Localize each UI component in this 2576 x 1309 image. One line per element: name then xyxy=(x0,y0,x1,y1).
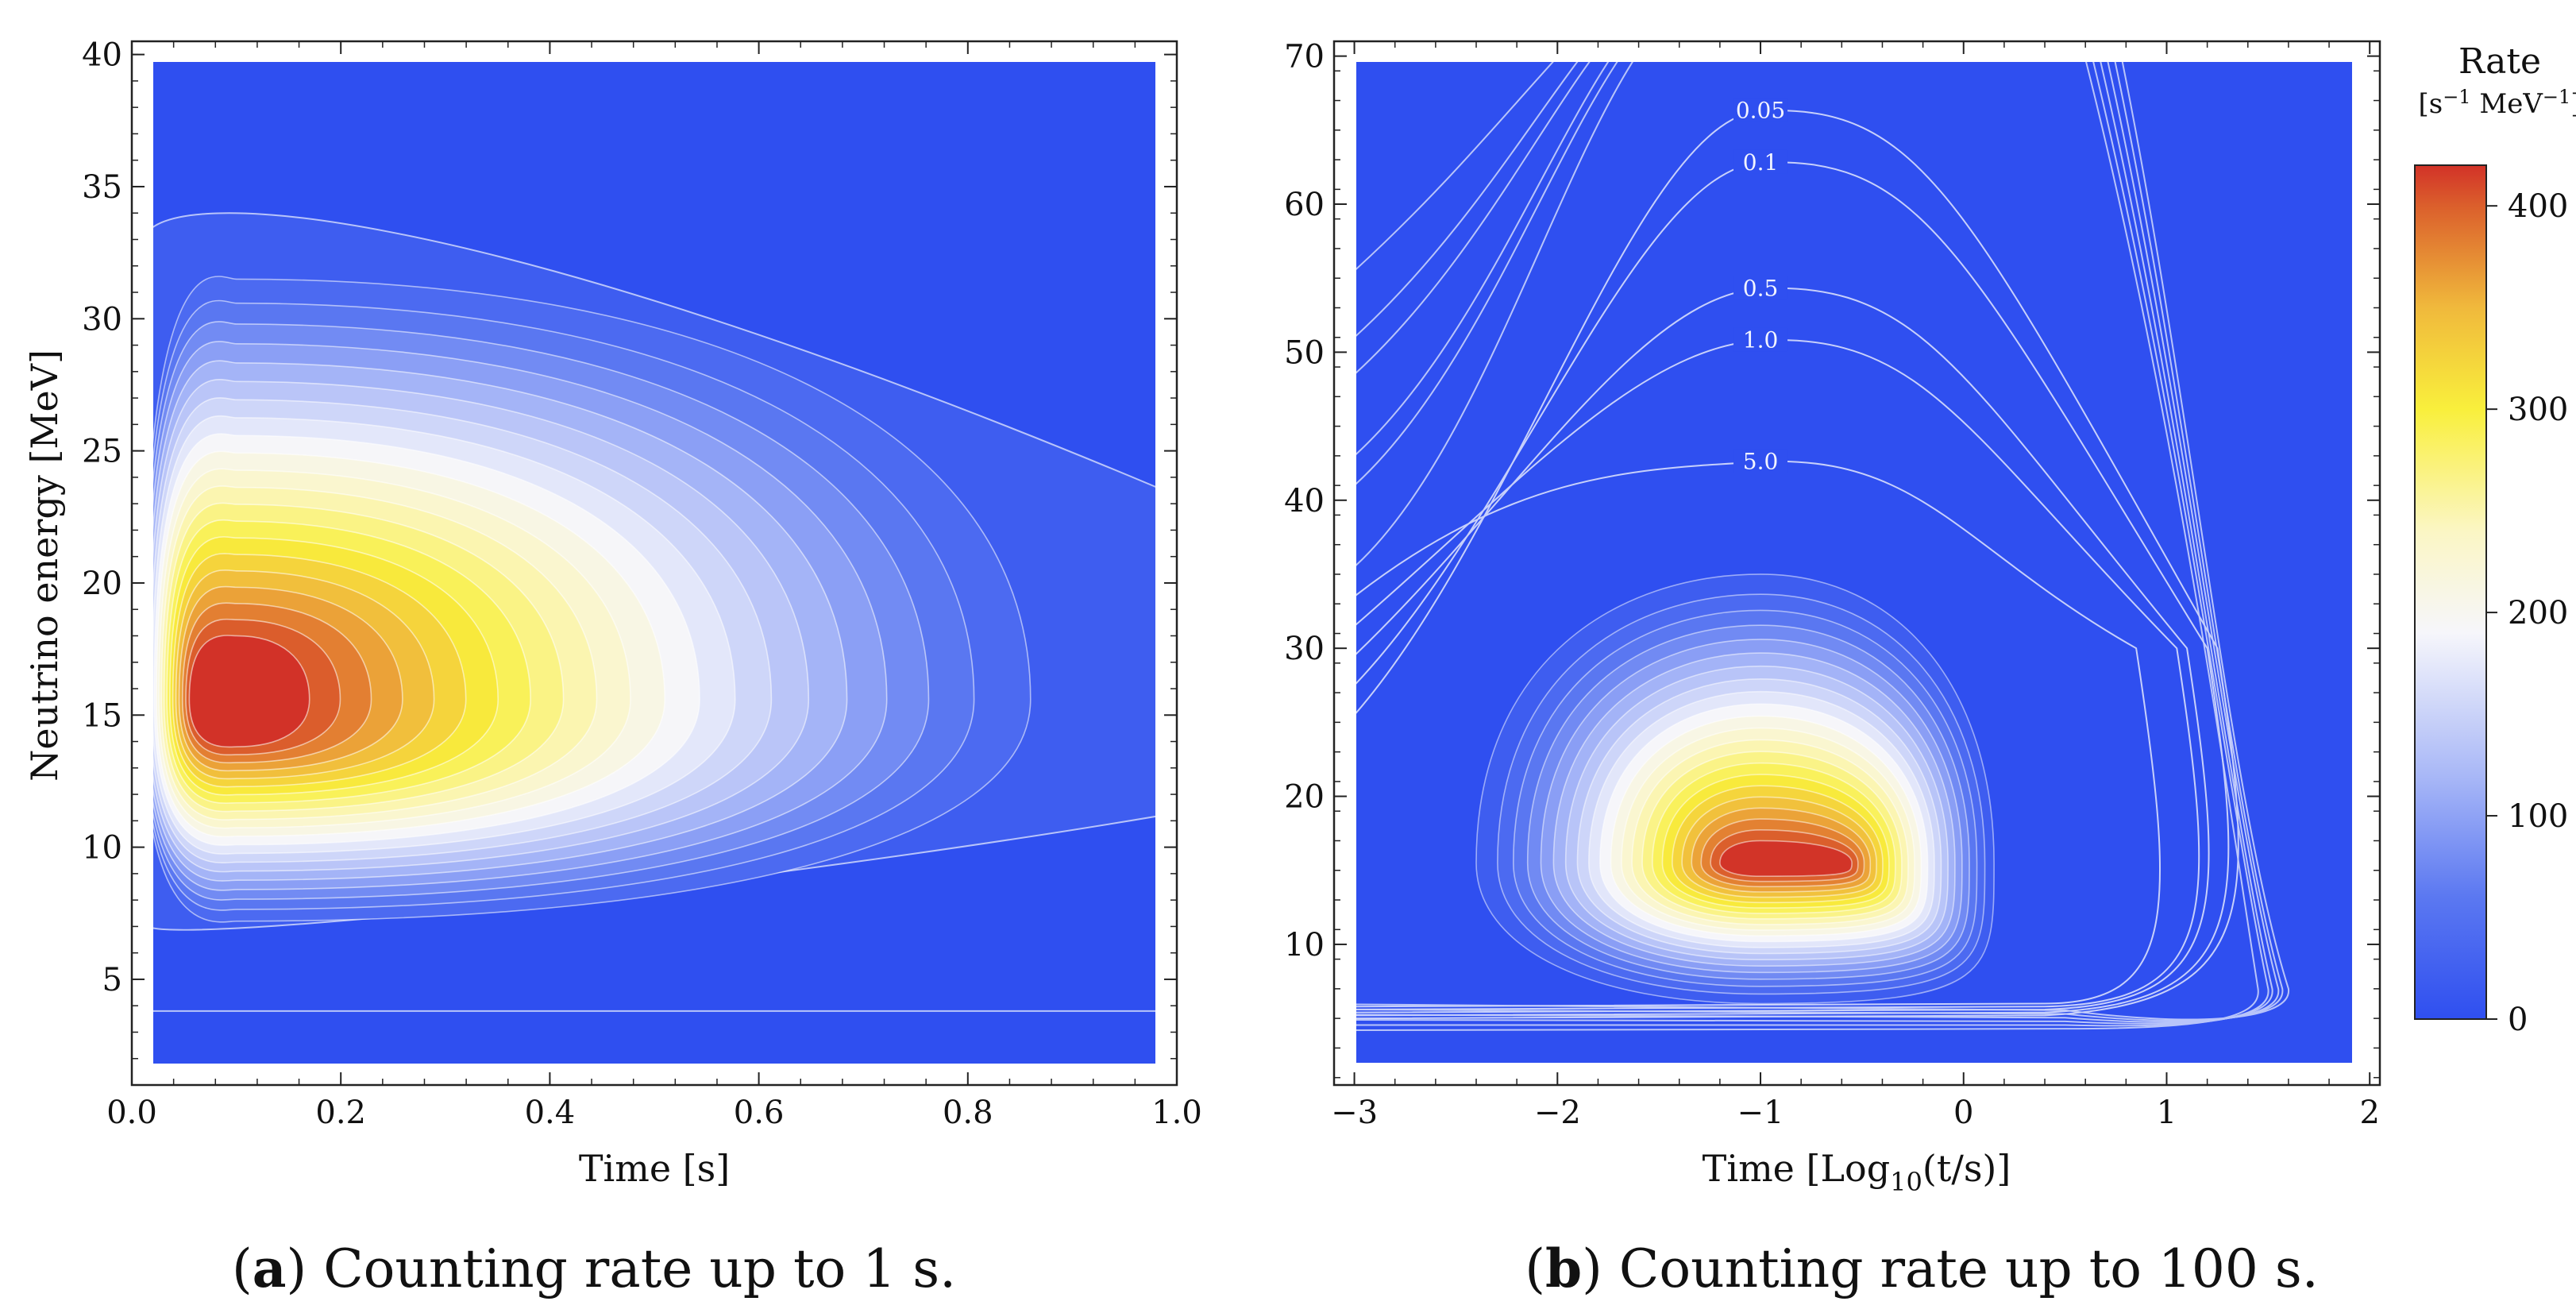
panel-b-ytick-label: 20 xyxy=(1284,779,1325,816)
panel-b: 0.05 0.1 0.5 1.0 5.0 −3 −2 −1 0 1 2 10 20 30 40 50 60 70… xyxy=(1284,39,2381,1299)
colorbar-units-base: [s xyxy=(2418,88,2443,120)
panel-a: 0.0 0.2 0.4 0.6 0.8 1.0 5 10 15 20 25 30 35 40 Time [… xyxy=(23,37,1202,1299)
panel-b-contour-line xyxy=(1356,287,2210,1014)
panel-b-contour-label-bg xyxy=(1733,327,1788,352)
panel-b-heatmap xyxy=(1356,62,2352,1064)
colorbar-tick-label: 100 xyxy=(2508,798,2568,835)
panel-a-xtick-label: 0.8 xyxy=(943,1095,993,1131)
panel-b-ytick-label: 10 xyxy=(1284,927,1325,963)
panel-b-contour-label-bg xyxy=(1733,149,1788,174)
colorbar-ticks: 0 100 200 300 400 xyxy=(2486,188,2568,1038)
panel-b-xtick-label: 1 xyxy=(2157,1095,2177,1131)
panel-a-xtick-label: 0.0 xyxy=(106,1095,157,1131)
panel-b-caption-letter: b xyxy=(1545,1238,1582,1299)
colorbar-gradient xyxy=(2414,164,2487,1020)
panel-a-xtick-label: 1.0 xyxy=(1151,1095,1202,1131)
panel-b-frame xyxy=(1332,40,2381,1087)
panel-b-ticks: −3 −2 −1 0 1 2 10 20 30 40 50 60 70 xyxy=(1284,39,2380,1131)
colorbar-units-end: ] xyxy=(2570,88,2576,120)
panel-a-ytick-label: 40 xyxy=(82,37,122,74)
panel-a-caption-letter: a xyxy=(253,1238,287,1299)
panel-b-xtick-label: −3 xyxy=(1331,1095,1378,1131)
panel-a-caption: (a) Counting rate up to 1 s. xyxy=(232,1238,956,1299)
panel-b-caption: (b) Counting rate up to 100 s. xyxy=(1525,1238,2319,1299)
panel-a-ytick-label: 35 xyxy=(82,169,122,206)
panel-a-ytick-label: 5 xyxy=(102,962,122,998)
panel-b-contour-line xyxy=(1356,161,2230,1017)
panel-b-contour-label: 0.1 xyxy=(1743,149,1779,176)
panel-b-contour-labels: 0.05 0.1 0.5 1.0 5.0 xyxy=(1733,98,1788,474)
panel-b-ytick-label: 70 xyxy=(1284,39,1325,75)
panel-a-ytick-label: 30 xyxy=(82,301,122,338)
colorbar-tick-label: 400 xyxy=(2508,188,2568,225)
panel-b-caption-text: Counting rate up to 100 s. xyxy=(1619,1238,2319,1299)
panel-b-xtick-label: −1 xyxy=(1737,1095,1784,1131)
panel-a-xlabel: Time [s] xyxy=(579,1147,730,1190)
panel-a-xtick-label: 0.6 xyxy=(734,1095,785,1131)
colorbar-units: [s−1 MeV−1] xyxy=(2418,86,2576,120)
colorbar-tick-label: 0 xyxy=(2508,1002,2528,1038)
colorbar-tick-label: 300 xyxy=(2508,392,2568,428)
panel-b-contour-label-bg xyxy=(1733,276,1788,300)
panel-a-ytick-label: 20 xyxy=(82,566,122,602)
panel-a-contour-band xyxy=(188,635,310,748)
panel-b-contour-line xyxy=(1356,110,2239,1020)
panel-b-xtick-label: 2 xyxy=(2359,1095,2379,1131)
panel-b-ytick-label: 30 xyxy=(1284,631,1325,667)
panel-b-xlabel-tail: (t/s)] xyxy=(1922,1147,2011,1190)
panel-b-contour-label-bg xyxy=(1733,98,1788,122)
panel-a-heatmap xyxy=(153,62,1155,1064)
panel-a-ytick-label: 10 xyxy=(82,830,122,867)
panel-a-ytick-label: 25 xyxy=(82,434,122,470)
panel-a-ytick-label: 15 xyxy=(82,697,122,734)
panel-b-contour-label: 0.05 xyxy=(1736,98,1785,124)
panel-a-caption-text: Counting rate up to 1 s. xyxy=(323,1238,956,1299)
colorbar-tick-label: 200 xyxy=(2508,595,2568,631)
panel-b-contour-label: 1.0 xyxy=(1743,326,1779,353)
panel-b-contour-label: 0.5 xyxy=(1743,275,1779,301)
colorbar-units-exp2: −1 xyxy=(2543,86,2570,108)
panel-b-ytick-label: 40 xyxy=(1284,483,1325,519)
panel-a-frame xyxy=(130,40,1178,1087)
panel-b-contour-line xyxy=(1356,338,2200,1010)
panel-b-xtick-label: −2 xyxy=(1534,1095,1581,1131)
panel-b-contour-band xyxy=(1719,840,1853,878)
panel-b-ytick-label: 60 xyxy=(1284,187,1325,223)
panel-b-xlabel-main: Time [Log xyxy=(1703,1147,1891,1190)
colorbar-units-mid: MeV xyxy=(2471,88,2544,120)
panel-b-xlabel-sub: 10 xyxy=(1890,1167,1922,1197)
panel-b-contour-label-bg xyxy=(1733,449,1788,473)
colorbar-title: Rate xyxy=(2458,41,2541,82)
panel-b-contour-line xyxy=(1356,62,2289,1021)
colorbar-units-exp1: −1 xyxy=(2443,86,2470,108)
panel-b-xlabel: Time [Log10(t/s)] xyxy=(1703,1147,2011,1197)
panel-a-ticks: 0.0 0.2 0.4 0.6 0.8 1.0 5 10 15 20 25 30 35 40 xyxy=(82,37,1202,1131)
panel-a-xtick-label: 0.2 xyxy=(315,1095,366,1131)
panel-b-xtick-label: 0 xyxy=(1953,1095,1973,1131)
panel-a-ylabel: Neutrino energy [MeV] xyxy=(23,349,66,782)
panel-b-ytick-label: 50 xyxy=(1284,334,1325,371)
panel-b-contour-label: 5.0 xyxy=(1743,448,1779,474)
panel-a-xtick-label: 0.4 xyxy=(525,1095,576,1131)
panel-b-contour-line xyxy=(1356,460,2161,1008)
